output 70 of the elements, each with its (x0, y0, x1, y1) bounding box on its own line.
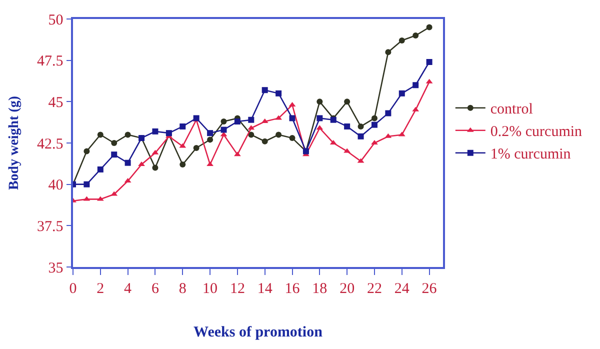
x-tick-label: 26 (422, 280, 438, 297)
point (111, 152, 118, 158)
point (289, 115, 296, 122)
legend-label: 1% curcumin (490, 146, 572, 163)
x-tick-label: 12 (230, 280, 245, 297)
point (84, 181, 90, 188)
point (398, 37, 405, 44)
x-tick-label: 24 (394, 280, 410, 297)
point (426, 24, 432, 30)
y-tick-label: 37.5 (37, 218, 64, 235)
y-axis-title: Body weight (g) (7, 96, 22, 190)
point (234, 118, 240, 125)
point (193, 144, 200, 151)
x-tick-label: 18 (312, 280, 328, 297)
point (426, 58, 432, 65)
point (138, 161, 145, 166)
point (412, 32, 419, 39)
x-tick-label: 8 (178, 280, 186, 297)
x-axis-title: Weeks of promotion (194, 324, 324, 340)
x-tick-label: 6 (151, 280, 160, 297)
point (358, 133, 364, 140)
x-tick-label: 16 (284, 280, 300, 297)
point (97, 132, 104, 138)
x-tick-label: 22 (366, 280, 382, 297)
point (248, 116, 254, 123)
point (152, 128, 158, 134)
point (398, 90, 405, 96)
x-tick-label: 10 (202, 280, 218, 297)
point (207, 136, 214, 143)
point (385, 49, 392, 56)
legend-label: 0.2% curcumin (490, 124, 583, 140)
point (180, 161, 186, 168)
y-tick-label: 35 (48, 260, 64, 276)
y-tick-label: 45 (48, 94, 64, 111)
point (262, 87, 268, 94)
point (316, 98, 323, 105)
point (276, 90, 282, 96)
point (180, 123, 186, 130)
point (371, 115, 378, 122)
point (124, 160, 131, 166)
point (97, 166, 104, 172)
y-tick-label: 50 (48, 12, 64, 28)
point (412, 82, 419, 88)
x-tick-label: 2 (96, 280, 104, 297)
x-tick-label: 20 (340, 280, 355, 297)
point (111, 140, 118, 146)
point (344, 98, 350, 105)
x-tick-label: 14 (257, 280, 273, 297)
y-tick-label: 47.5 (37, 54, 64, 70)
point (371, 122, 378, 128)
point (385, 110, 392, 116)
point (207, 130, 214, 136)
point (206, 161, 214, 166)
y-tick-label: 42.5 (37, 136, 64, 152)
x-tick-label: 4 (124, 280, 132, 297)
point (276, 132, 282, 138)
point (248, 132, 254, 138)
point (220, 126, 227, 133)
point (316, 115, 323, 122)
y-tick-label: 40 (48, 178, 64, 194)
point (344, 123, 350, 130)
point (124, 132, 131, 138)
point (152, 164, 158, 171)
legend-label: control (490, 102, 533, 118)
x-tick-label: 0 (69, 280, 77, 297)
point (289, 135, 296, 142)
point (220, 118, 227, 125)
point (84, 148, 90, 154)
point (358, 123, 364, 130)
point (262, 138, 268, 144)
